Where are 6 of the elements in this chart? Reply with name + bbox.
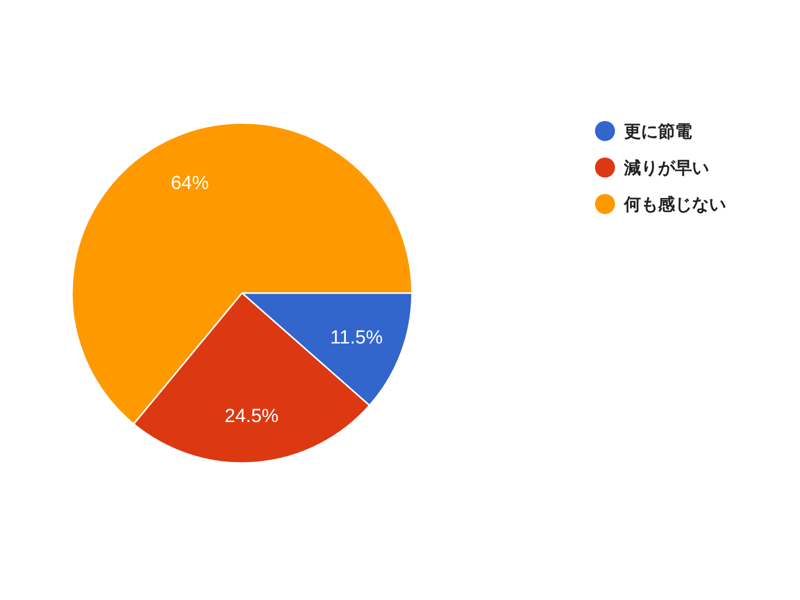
legend-label: 減りが早い (623, 158, 709, 178)
data-label: 64% (170, 173, 210, 194)
data-label: 11.5% (330, 327, 383, 348)
legend-label: 更に節電 (624, 122, 692, 141)
data-label: 24.5% (224, 406, 279, 428)
legend-label: 何も感じない (623, 195, 726, 214)
